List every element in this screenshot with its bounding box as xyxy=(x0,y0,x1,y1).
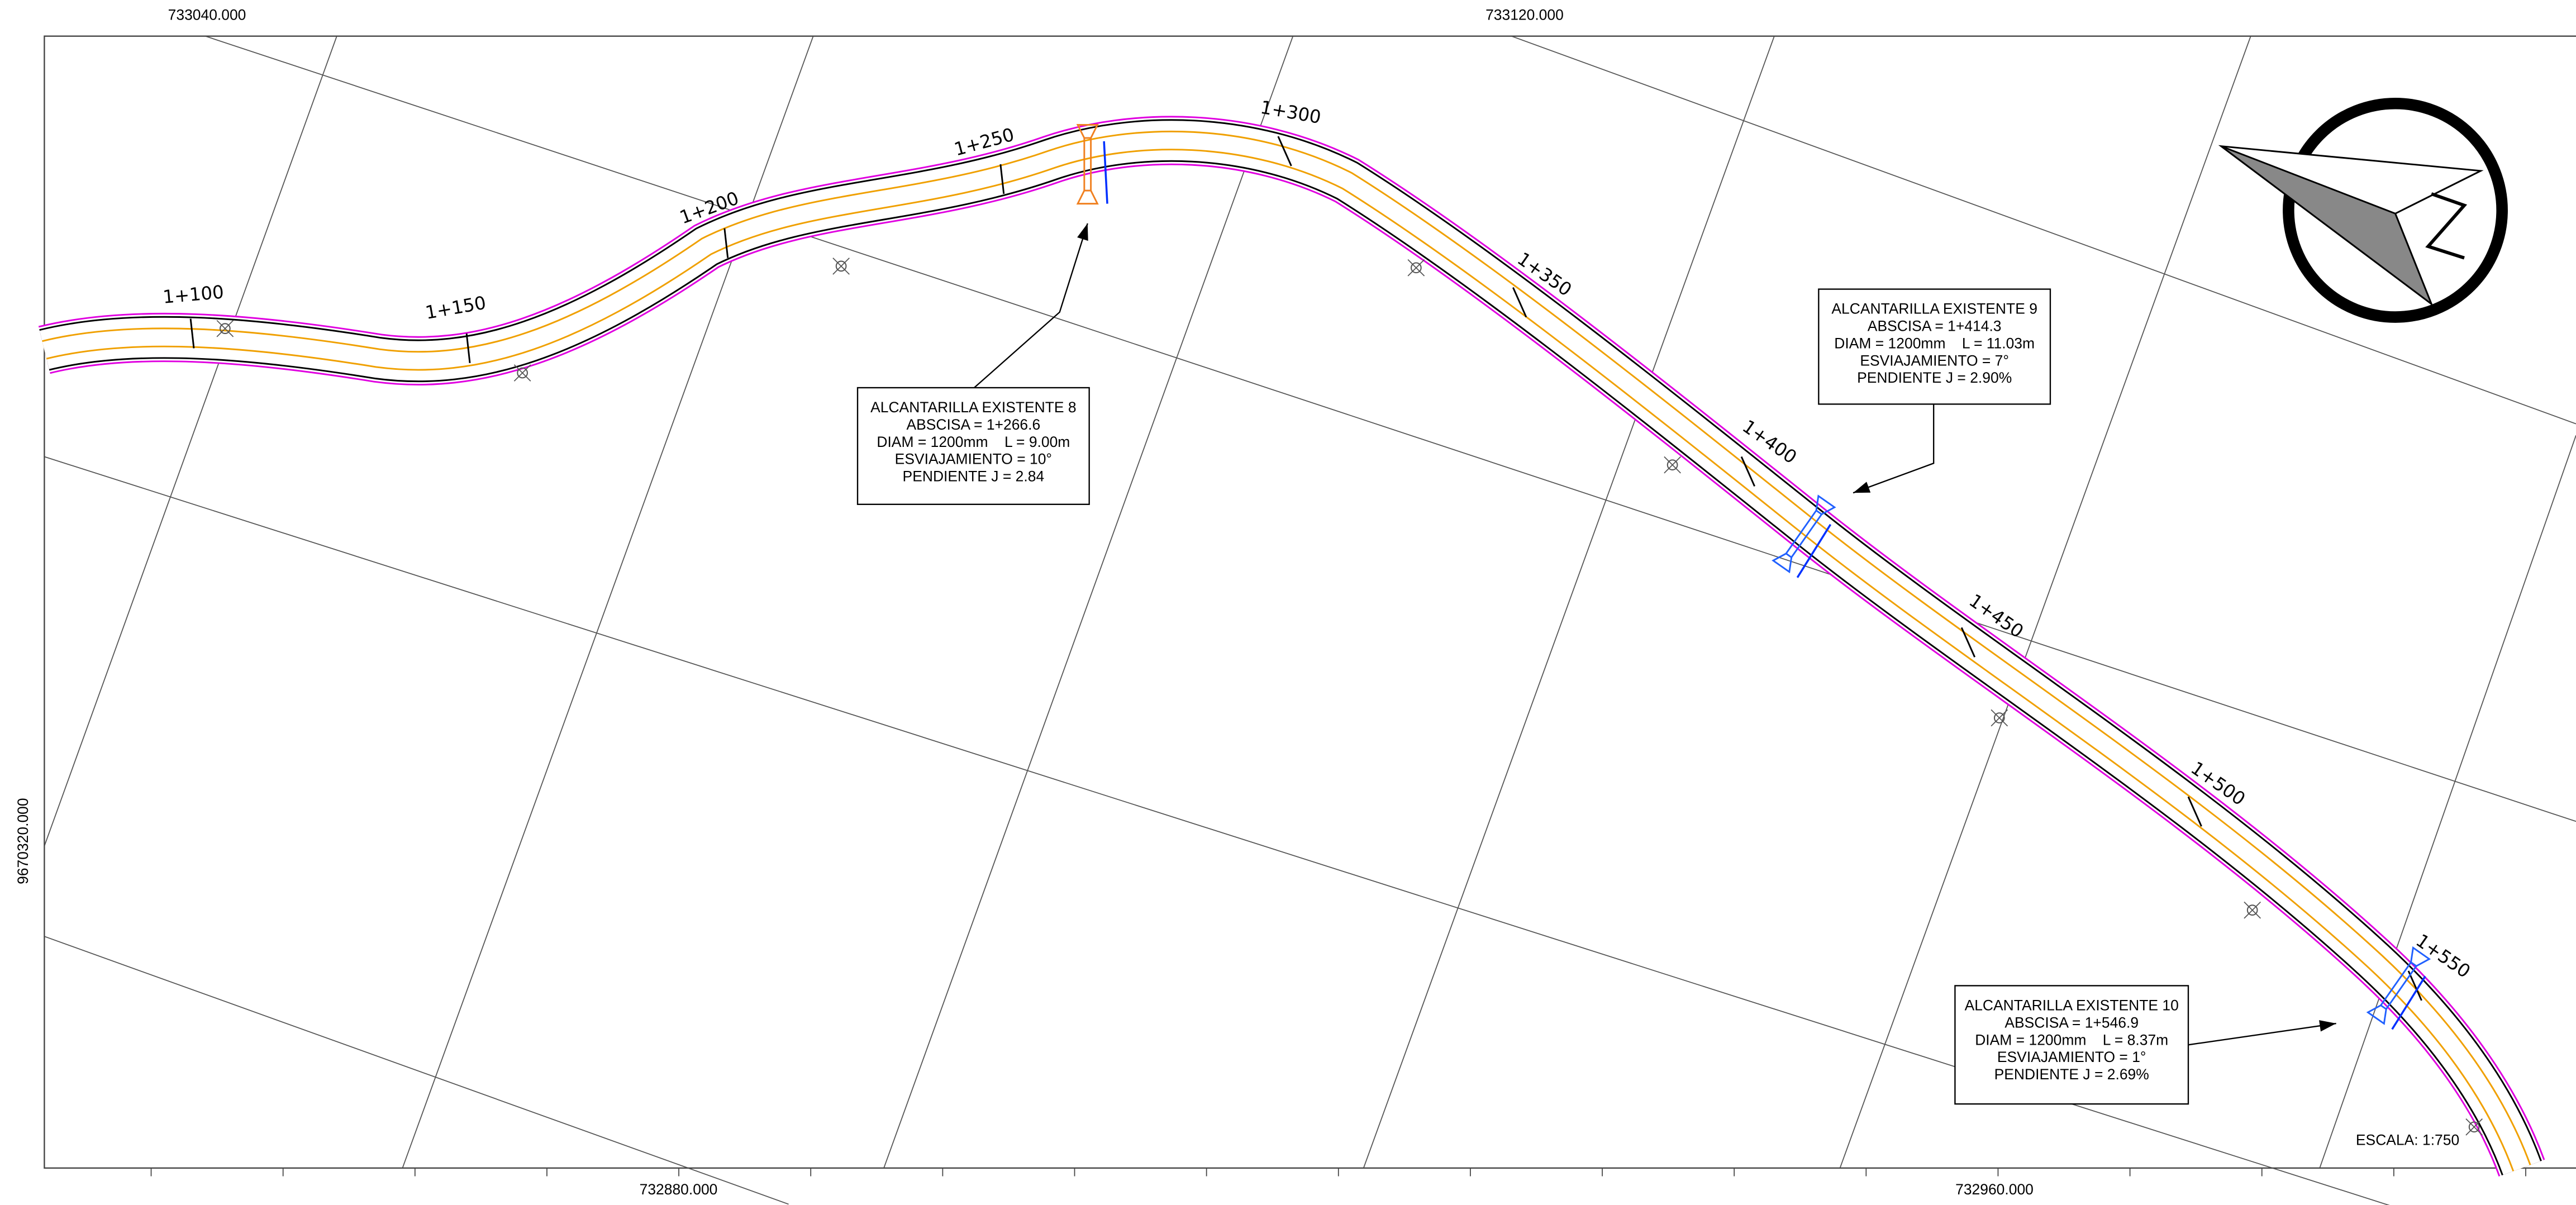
coordinate-label: 9670320.000 xyxy=(15,798,31,884)
grid xyxy=(44,35,2576,1205)
station-tick xyxy=(1960,627,1976,658)
leader-arrow xyxy=(2319,1020,2336,1032)
survey-marker xyxy=(2468,1121,2480,1133)
callout-text: ALCANTARILLA EXISTENTE 9 xyxy=(1831,301,2037,317)
callout-text: ESVIAJAMIENTO = 1° xyxy=(1997,1049,2146,1065)
survey-marker xyxy=(832,258,850,275)
north-arrow xyxy=(2218,97,2508,323)
culvert-symbol xyxy=(2366,946,2431,1030)
coordinate-label: 732960.000 xyxy=(1955,1181,2034,1198)
culvert-pipe xyxy=(2380,961,2412,1006)
station-tick xyxy=(999,164,1005,194)
survey-marker xyxy=(835,260,847,272)
culvert-symbol xyxy=(1772,494,1836,578)
station-tick xyxy=(723,228,729,258)
survey-marker xyxy=(220,323,231,334)
road-line xyxy=(42,132,2530,1171)
station-tick xyxy=(1740,456,1755,487)
culvert-head xyxy=(2410,946,2431,967)
leader-line xyxy=(974,223,1088,388)
callout-text: DIAM = 1200mm L = 11.03m xyxy=(1834,335,2035,351)
culvert-symbol xyxy=(1076,124,1108,205)
leader-arrow xyxy=(1853,482,1871,493)
station-tick xyxy=(189,318,195,349)
callout-text: ESVIAJAMIENTO = 10° xyxy=(895,451,1052,468)
survey-marker xyxy=(2465,1118,2483,1136)
culvert-head xyxy=(1815,494,1836,516)
station-tick xyxy=(2187,796,2202,827)
scale-label: ESCALA: 1:750 xyxy=(2356,1132,2459,1149)
leader-line xyxy=(1853,404,1935,494)
survey-marker xyxy=(1664,456,1681,474)
callout-box xyxy=(856,387,1090,505)
coordinate-label: 732880.000 xyxy=(640,1181,718,1198)
road xyxy=(38,116,2545,1177)
survey-marker xyxy=(1411,262,1422,274)
station-tick xyxy=(1277,136,1292,166)
station-tick xyxy=(2407,970,2422,1001)
callout-text: ALCANTARILLA EXISTENTE 8 xyxy=(870,399,1077,416)
frame xyxy=(44,35,2576,1169)
coordinate-label: 733120.000 xyxy=(1485,6,1564,23)
leader-line xyxy=(2188,1022,2336,1046)
survey-marker xyxy=(1666,459,1678,471)
callout-text: PENDIENTE J = 2.69% xyxy=(1994,1066,2149,1083)
callout-text: ABSCISA = 1+266.6 xyxy=(906,416,1040,433)
culvert-pipe xyxy=(1785,509,1817,554)
survey-marker xyxy=(1991,709,2008,727)
survey-marker xyxy=(2244,901,2261,919)
callout-text: ALCANTARILLA EXISTENTE 10 xyxy=(1965,997,2179,1014)
callout-text: ABSCISA = 1+414.3 xyxy=(1868,318,2002,335)
culvert-head xyxy=(2366,1004,2387,1025)
flow-arrow xyxy=(1103,141,1108,204)
culvert-pipe xyxy=(1791,513,1822,558)
coordinate-label: 733040.000 xyxy=(168,6,246,23)
callout-text: DIAM = 1200mm L = 9.00m xyxy=(877,434,1070,450)
callout-text: DIAM = 1200mm L = 8.37m xyxy=(1975,1031,2168,1048)
survey-marker xyxy=(517,367,528,379)
survey-marker xyxy=(513,364,531,382)
callout-text: ABSCISA = 1+546.9 xyxy=(2004,1014,2139,1031)
callout-text: PENDIENTE J = 2.90% xyxy=(1857,369,2012,386)
culvert-pipe xyxy=(2385,965,2417,1010)
station-label: 1+100 xyxy=(162,281,225,307)
station-tick xyxy=(1512,287,1527,318)
flow-arrow xyxy=(2391,975,2426,1030)
station-tick xyxy=(465,333,471,364)
callout-box xyxy=(1954,985,2189,1105)
survey-marker xyxy=(1407,259,1425,277)
callout-text: ESVIAJAMIENTO = 7° xyxy=(1860,352,2009,369)
survey-marker xyxy=(2246,904,2258,916)
survey-marker xyxy=(216,320,234,337)
leader-arrow xyxy=(1077,223,1088,241)
callout-box xyxy=(1818,288,2051,405)
flow-arrow xyxy=(1796,523,1832,578)
survey-marker xyxy=(1993,712,2005,723)
callout-text: PENDIENTE J = 2.84 xyxy=(903,468,1045,485)
